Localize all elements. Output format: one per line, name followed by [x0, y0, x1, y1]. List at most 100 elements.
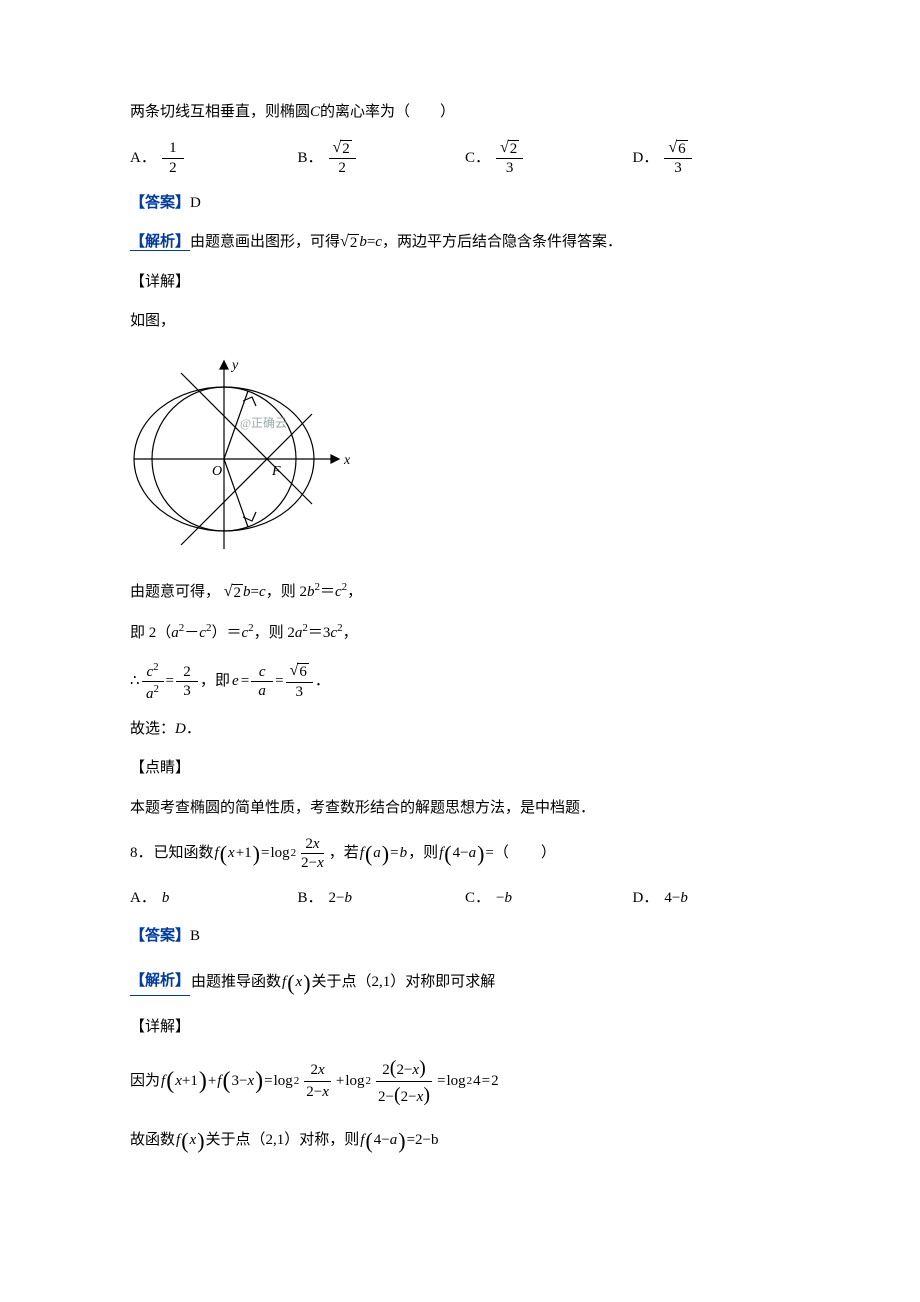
minus: －: [184, 625, 199, 641]
option-value: −b: [496, 886, 512, 910]
fraction: c2 a2: [142, 661, 164, 703]
var-b: b: [243, 584, 251, 600]
dot: ．: [186, 721, 201, 737]
lparen: (: [365, 835, 372, 872]
therefore: ∴: [130, 669, 140, 695]
numerator: c2: [142, 661, 164, 683]
eq: =: [437, 1069, 445, 1095]
var-f: f: [360, 1128, 364, 1154]
text: ．: [315, 669, 330, 695]
denominator: 2: [162, 159, 184, 177]
denominator: a: [251, 682, 273, 700]
fraction: 2x 2−x: [297, 836, 328, 872]
fraction: 2x 2−x: [300, 1060, 335, 1102]
var-e: e: [232, 669, 239, 695]
option-C: C． √2 3: [465, 140, 633, 177]
q8-equation: 因为 f ( x+1 ) + f ( 3−x ) = log2 2x 2−x +…: [130, 1055, 800, 1108]
plus: +: [208, 1069, 216, 1095]
lparen: (: [444, 835, 451, 872]
var-x: x: [190, 1128, 197, 1154]
fraction: √6 3: [664, 140, 691, 177]
var-f: f: [161, 1069, 165, 1095]
q8-options: A． b B． 2−b C． −b D． 4−b: [130, 886, 800, 910]
log: log: [270, 841, 289, 867]
expr: 4−a: [453, 841, 476, 867]
numerator: 2: [176, 664, 198, 683]
var-f: f: [439, 841, 443, 867]
q8-num: 8．: [130, 841, 153, 867]
text: 由题推导函数: [191, 970, 281, 996]
q8-conclusion: 故函数 f ( x ) 关于点（2,1）对称，则 f ( 4−a ) =2−b: [130, 1122, 800, 1159]
var-a: a: [171, 625, 179, 641]
option-label: A．: [130, 886, 156, 910]
x-axis-label: x: [343, 453, 351, 468]
num4: 4: [473, 1069, 481, 1095]
denominator: 3: [667, 159, 689, 177]
rparen: ): [253, 835, 260, 872]
option-C: C． −b: [465, 886, 633, 910]
fraction: √6 3: [286, 663, 313, 700]
lparen: (: [220, 835, 227, 872]
rparen: ): [197, 1122, 204, 1159]
log-base: 2: [366, 1072, 372, 1091]
var-c: c: [335, 584, 342, 600]
sqrt: √2: [500, 140, 519, 158]
expr: 4−a: [374, 1128, 397, 1154]
var-f: f: [215, 841, 219, 867]
eq: =: [482, 1069, 490, 1095]
focus-label: F: [271, 464, 281, 479]
text: ，: [343, 625, 358, 641]
q7-options: A． 1 2 B． √2 2 C． √2 3: [130, 140, 800, 177]
option-B: B． √2 2: [298, 140, 466, 177]
var-c: c: [259, 584, 266, 600]
option-B: B． 2−b: [298, 886, 466, 910]
plus: +: [336, 1069, 344, 1095]
detail-label-2: 【详解】: [130, 1015, 800, 1041]
option-label: C．: [465, 886, 490, 910]
expr: x+1: [175, 1069, 198, 1095]
origin-label: O: [212, 464, 222, 479]
log: log: [274, 1069, 293, 1095]
log: log: [446, 1069, 465, 1095]
eq: =: [275, 669, 283, 695]
text: ）＝: [211, 625, 241, 641]
answer-value: B: [190, 928, 200, 944]
option-label: B．: [298, 886, 323, 910]
text: 由题意可得，: [130, 584, 220, 600]
numerator: √2: [329, 140, 356, 160]
answer-label: 【答案】: [130, 928, 190, 944]
q8-answer-line: 【答案】B: [130, 924, 800, 950]
option-value: 4−b: [664, 886, 687, 910]
var-b: b: [400, 841, 408, 867]
lparen: (: [181, 1122, 188, 1159]
option-label: D．: [633, 146, 659, 170]
option-value: 2−b: [329, 886, 352, 910]
fraction: c a: [251, 664, 273, 700]
denominator: 2: [331, 159, 353, 177]
page: 两条切线互相垂直，则椭圆C的离心率为（） A． 1 2 B． √2 2 C． √…: [0, 0, 920, 1213]
expr: 3−x: [231, 1069, 254, 1095]
text: 关于点（2,1）对称即可求解: [312, 970, 496, 996]
numerator: 1: [162, 140, 184, 159]
answer-value: D: [190, 195, 201, 211]
var-f: f: [217, 1069, 221, 1095]
lparen: (: [287, 964, 294, 1001]
denominator: 3: [288, 683, 310, 701]
q8-analysis-line: 【解析】 由题推导函数 f ( x ) 关于点（2,1）对称即可求解: [130, 964, 800, 1001]
sqrt: √6: [668, 140, 687, 158]
q7-stem: 两条切线互相垂直，则椭圆C的离心率为（）: [130, 100, 800, 126]
text: ，则: [408, 841, 438, 867]
eq: =: [251, 584, 259, 600]
text: 由题意画出图形，可得: [190, 234, 340, 250]
denominator: 2−x: [300, 1082, 335, 1103]
remark-text: 本题考查椭圆的简单性质，考查数形结合的解题思想方法，是中档题．: [130, 796, 800, 822]
option-label: A．: [130, 146, 156, 170]
numerator: 2(2−x): [376, 1055, 431, 1082]
denominator: 3: [176, 682, 198, 700]
plus1: +1: [236, 841, 252, 867]
y-axis-label: y: [230, 358, 239, 373]
option-label: B．: [298, 146, 323, 170]
fraction: 1 2: [162, 140, 184, 176]
num2: 2: [491, 1069, 499, 1095]
choice: D: [175, 721, 186, 737]
